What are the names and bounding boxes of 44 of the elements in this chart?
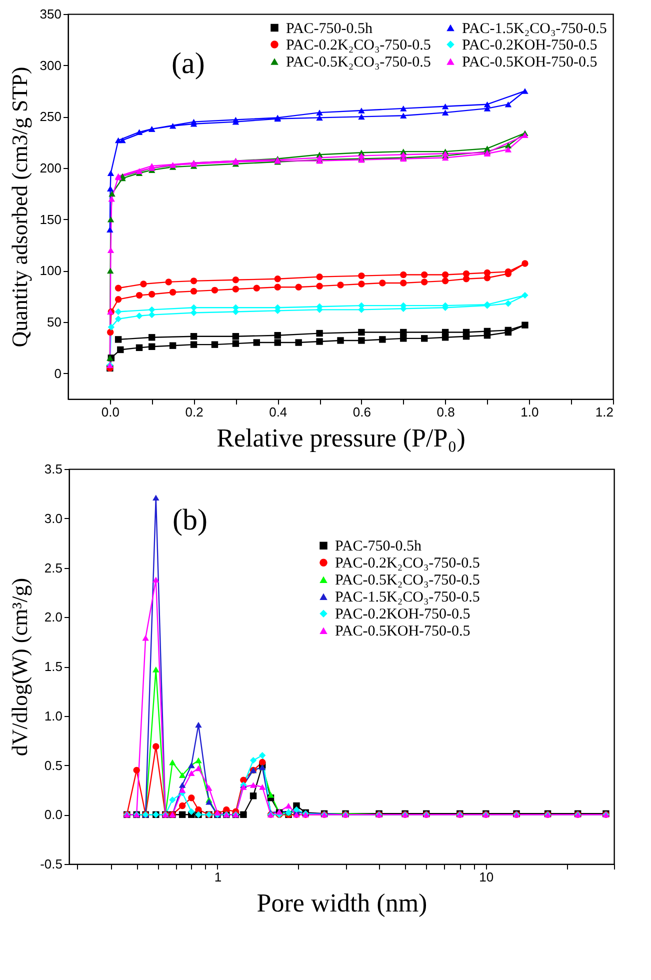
legend-label: PAC-1.5K₂CO₃-750-0.5 [335,590,480,606]
y-axis-title: Quantity adsorbed (cm3/g STP) [6,66,32,348]
y-tick-label: 1.5 [44,659,62,674]
y-tick-label: 350 [40,6,62,22]
x-tick-label: 0.4 [269,404,288,420]
annotation: (b) [172,503,208,536]
y-tick-label: 0.0 [44,807,62,822]
x-tick-label: 1.0 [520,404,539,420]
legend-label: PAC-0.5KOH-750-0.5 [462,54,598,70]
y-axis-title: dV/dlog(W) (cm³/g) [7,578,32,756]
y-tick-label: 250 [40,109,62,124]
y-tick-label: 150 [40,212,62,227]
x-axis-title: Pore width (nm) [256,888,428,918]
x-tick-label: 1 [214,870,222,884]
legend-label: PAC-0.5K₂CO₃-750-0.5 [335,572,480,589]
legend-label: PAC-1.5K₂CO₃-750-0.5 [462,20,607,37]
legend-label: PAC-0.2K₂CO₃-750-0.5 [335,556,480,572]
y-tick-label: 200 [40,160,62,176]
x-axis-title: Relative pressure (P/P₀) [216,424,466,452]
annotation: (a) [172,47,205,80]
legend-label: PAC-750-0.5h [335,538,422,555]
y-tick-label: 1.0 [44,708,62,724]
y-tick-label: 300 [40,58,62,73]
y-tick-label: 50 [47,314,62,330]
y-tick-label: 100 [40,263,62,278]
y-tick-label: 0 [54,366,62,381]
y-tick-label: 3.0 [44,510,62,526]
legend-label: PAC-750-0.5h [286,20,374,37]
x-tick-label: 0.0 [101,404,120,420]
x-tick-label: 10 [479,870,494,884]
y-tick-label: 2.5 [44,560,62,576]
x-tick-label: 0.8 [436,404,455,420]
legend-label: PAC-0.2KOH-750-0.5 [335,606,470,623]
x-tick-label: 0.6 [352,404,371,420]
legend-label: PAC-0.5KOH-750-0.5 [335,624,470,640]
x-tick-label: 1.2 [595,404,614,420]
y-tick-label: 2.0 [44,610,62,625]
legend-label: PAC-0.2K₂CO₃-750-0.5 [286,38,431,54]
x-tick-label: 0.2 [185,404,204,420]
y-tick-label: 0.5 [44,758,62,773]
legend-label: PAC-0.2KOH-750-0.5 [462,38,598,54]
y-tick-label: 3.5 [44,462,62,476]
legend-label: PAC-0.5K₂CO₃-750-0.5 [286,54,431,70]
y-tick-label: -0.5 [40,856,62,872]
